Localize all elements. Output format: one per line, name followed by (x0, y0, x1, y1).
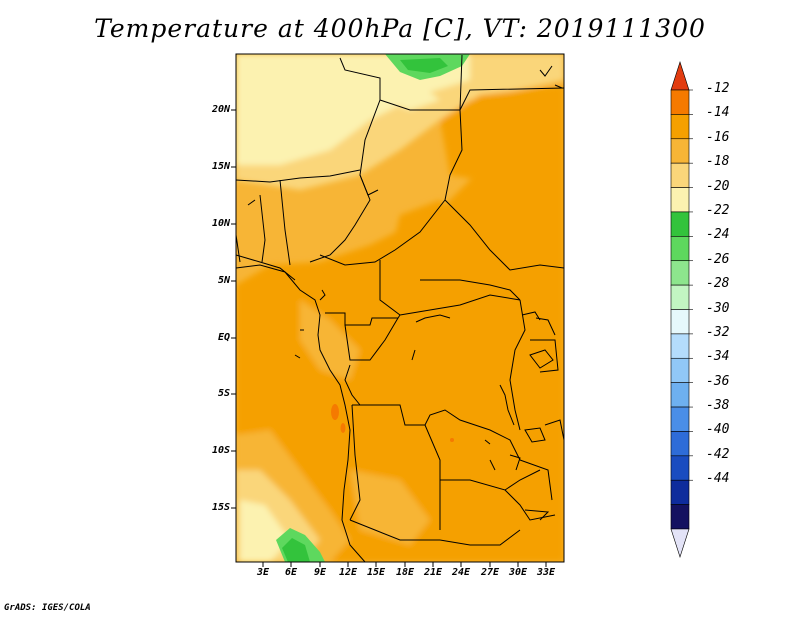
coastlines (236, 65, 563, 562)
lon-label-9e: 9E (313, 567, 327, 578)
colorbar-label: -34 (706, 349, 730, 365)
temperature-field (236, 54, 564, 562)
colorbar-label: -20 (706, 178, 730, 194)
colorbar-swatch (670, 260, 690, 286)
colorbar-label: -38 (706, 398, 730, 414)
colorbar-label: -18 (706, 154, 730, 170)
colorbar-label: -22 (706, 202, 730, 218)
lon-label-24e: 24E (451, 567, 471, 578)
colorbar-label: -30 (706, 300, 730, 316)
lon-label-3e: 3E (256, 567, 270, 578)
colorbar-swatch (670, 309, 690, 335)
lon-label-12e: 12E (338, 567, 358, 578)
colorbar-swatch (670, 431, 690, 457)
colorbar-swatch (670, 211, 690, 237)
colorbar-swatch (670, 187, 690, 213)
lon-label-27e: 27E (480, 567, 500, 578)
lon-label-33e: 33E (536, 567, 556, 578)
lon-label-21e: 21E (423, 567, 443, 578)
colorbar-label: -36 (706, 373, 730, 389)
colorbar-label: -28 (706, 276, 730, 292)
map-title: Temperature at 400hPa [C], VT: 201911130… (94, 14, 706, 43)
lat-label-10s: 10S (211, 445, 230, 456)
colorbar-label: -26 (706, 251, 730, 267)
plot-frame (235, 53, 565, 563)
lon-label-30e: 30E (508, 567, 528, 578)
lat-label-5s: 5S (217, 388, 230, 399)
lon-label-18e: 18E (395, 567, 415, 578)
colorbar-label: -16 (706, 129, 730, 145)
colorbar-swatch (670, 479, 690, 505)
colorbar-label: -32 (706, 324, 730, 340)
colorbar-swatch (670, 89, 690, 115)
lat-label-15s: 15S (211, 502, 230, 513)
colorbar-label: -14 (706, 105, 730, 121)
lat-label-20n: 20N (211, 104, 230, 115)
colorbar-label: -24 (706, 227, 730, 243)
colorbar-bottom-arrow (670, 528, 690, 558)
colorbar-label: -40 (706, 422, 730, 438)
colorbar-swatch (670, 455, 690, 481)
colorbar-swatch (670, 504, 690, 530)
lat-label-eq: EQ (217, 332, 230, 343)
colorbar-swatch (670, 357, 690, 383)
colorbar-swatch (670, 333, 690, 359)
lon-label-6e: 6E (284, 567, 298, 578)
colorbar-swatch (670, 406, 690, 432)
axis-ticks (231, 109, 547, 567)
footer-credit: GrADS: IGES/COLA (4, 603, 91, 613)
colorbar-label: -44 (706, 471, 730, 487)
colorbar (670, 61, 693, 558)
colorbar-swatch (670, 236, 690, 262)
lon-label-15e: 15E (366, 567, 386, 578)
lat-label-10n: 10N (211, 218, 230, 229)
colorbar-swatch (670, 162, 690, 188)
colorbar-label: -42 (706, 446, 730, 462)
colorbar-swatch (670, 138, 690, 164)
colorbar-swatch (670, 284, 690, 310)
lat-label-5n: 5N (217, 275, 230, 286)
colorbar-swatch (670, 114, 690, 140)
colorbar-label: -12 (706, 81, 730, 96)
lat-label-15n: 15N (211, 161, 230, 172)
colorbar-swatch (670, 382, 690, 408)
colorbar-top-arrow (670, 61, 690, 91)
country-borders (236, 54, 564, 546)
